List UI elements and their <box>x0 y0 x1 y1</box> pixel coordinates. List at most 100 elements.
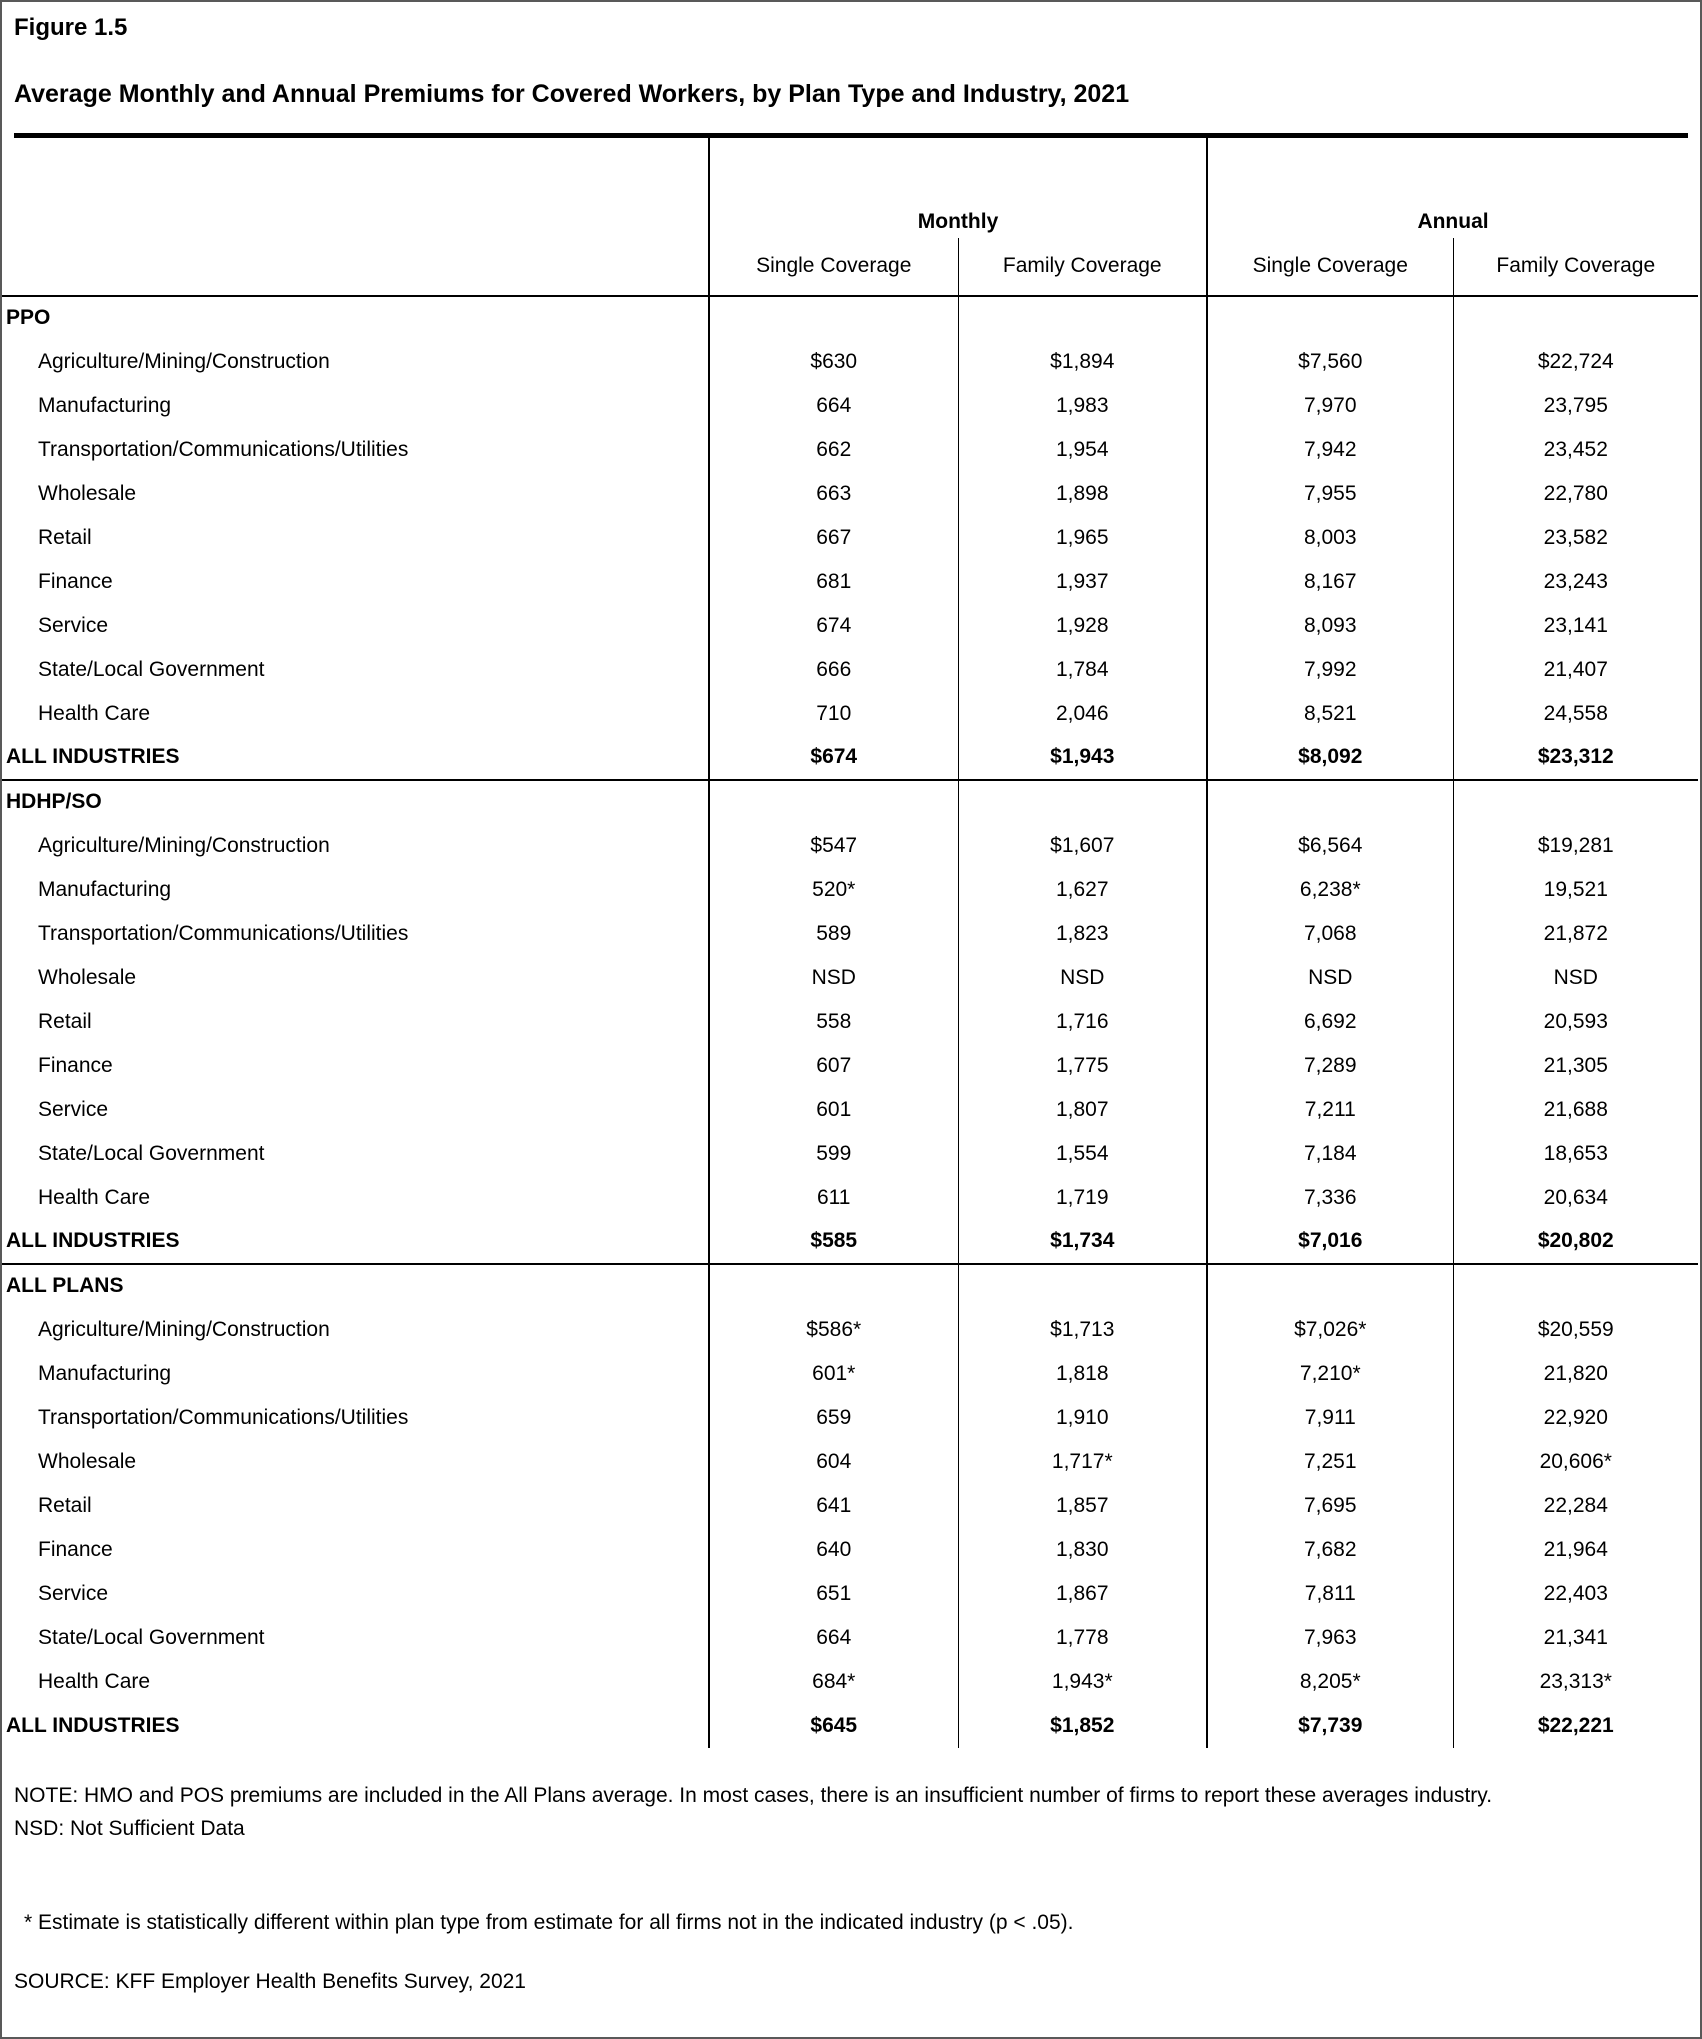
cell-value: 1,983 <box>957 383 1208 428</box>
cell-value: 662 <box>708 427 958 472</box>
cell-value: 20,606* <box>1452 1439 1699 1484</box>
subheader-annual-single: Single Coverage <box>1206 237 1454 297</box>
all-industries-row: ALL INDUSTRIES $674 $1,943 $8,092 $23,312 <box>2 735 1699 780</box>
nsd-note: NSD: Not Sufficient Data <box>14 1817 245 1841</box>
cell-value: 1,554 <box>957 1131 1208 1176</box>
row-label: State/Local Government <box>38 1141 265 1165</box>
cell-value: 7,211 <box>1206 1087 1454 1132</box>
cell-value: 7,955 <box>1206 471 1454 516</box>
cell-value: 589 <box>708 911 958 956</box>
empty-cell <box>1206 295 1454 340</box>
cell-value: 681 <box>708 559 958 604</box>
row-label: Retail <box>38 1493 92 1517</box>
subheader-monthly-family: Family Coverage <box>957 237 1208 297</box>
row-label: Health Care <box>38 701 151 725</box>
cell-value: $7,016 <box>1206 1219 1454 1264</box>
cell-value: 21,305 <box>1452 1043 1699 1088</box>
row-label: Retail <box>38 1009 92 1033</box>
premiums-table: Monthly Annual Single Coverage Family Co… <box>2 137 1699 1748</box>
cell-value: $1,713 <box>957 1307 1208 1352</box>
table-body: PPO Agriculture/Mining/Construction $630 $1… <box>2 295 1699 1748</box>
cell-value: 641 <box>708 1483 958 1528</box>
cell-value: $8,092 <box>1206 735 1454 780</box>
cell-value: 667 <box>708 515 958 560</box>
section-name: PPO <box>6 306 51 330</box>
note-text: NOTE: HMO and POS premiums are included … <box>14 1783 1493 1807</box>
row-label: Finance <box>38 1537 113 1561</box>
empty-cell <box>957 778 1208 824</box>
industry-row: Agriculture/Mining/Construction $547 $1,60… <box>2 823 1699 868</box>
empty-cell <box>1452 295 1699 340</box>
industry-row: Service 674 1,928 8,093 23,141 <box>2 603 1699 648</box>
row-label: Service <box>38 1581 109 1605</box>
row-label: Transportation/Communications/Utilities <box>38 1405 409 1429</box>
industry-row: Retail 667 1,965 8,003 23,582 <box>2 515 1699 560</box>
cell-value: 23,141 <box>1452 603 1699 648</box>
industry-row: Agriculture/Mining/Construction $586* $1,7… <box>2 1307 1699 1352</box>
empty-cell <box>1452 1262 1699 1308</box>
all-industries-row: ALL INDUSTRIES $585 $1,734 $7,016 $20,802 <box>2 1219 1699 1264</box>
industry-row: Manufacturing 520* 1,627 6,238* 19,521 <box>2 867 1699 912</box>
cell-value: 1,823 <box>957 911 1208 956</box>
cell-value: 7,963 <box>1206 1615 1454 1660</box>
industry-row: Health Care 710 2,046 8,521 24,558 <box>2 691 1699 736</box>
subheader-monthly-single: Single Coverage <box>708 237 958 297</box>
cell-value: 664 <box>708 383 958 428</box>
cell-value: 651 <box>708 1571 958 1616</box>
cell-value: $1,943 <box>957 735 1208 780</box>
industry-row: Service 601 1,807 7,211 21,688 <box>2 1087 1699 1132</box>
cell-value: 7,289 <box>1206 1043 1454 1088</box>
column-group-annual: Annual <box>1206 137 1699 238</box>
cell-value: 1,775 <box>957 1043 1208 1088</box>
figure-header: Figure 1.5 Average Monthly and Annual Pr… <box>2 2 1700 138</box>
cell-value: 21,341 <box>1452 1615 1699 1660</box>
cell-value: NSD <box>1206 955 1454 1000</box>
cell-value: 6,692 <box>1206 999 1454 1044</box>
all-industries-row: ALL INDUSTRIES $645 $1,852 $7,739 $22,221 <box>2 1703 1699 1748</box>
cell-value: 611 <box>708 1175 958 1220</box>
figure-label: Figure 1.5 <box>14 14 128 41</box>
row-label: ALL INDUSTRIES <box>6 1713 180 1737</box>
cell-value: 7,210* <box>1206 1351 1454 1396</box>
cell-value: 1,627 <box>957 867 1208 912</box>
cell-value: 24,558 <box>1452 691 1699 736</box>
cell-value: 2,046 <box>957 691 1208 736</box>
cell-value: 7,251 <box>1206 1439 1454 1484</box>
row-label: Wholesale <box>38 481 137 505</box>
cell-value: 1,778 <box>957 1615 1208 1660</box>
corner-cell <box>2 138 709 238</box>
cell-value: 22,403 <box>1452 1571 1699 1616</box>
industry-row: Manufacturing 601* 1,818 7,210* 21,820 <box>2 1351 1699 1396</box>
plan-type-section-row: ALL PLANS <box>2 1262 1699 1308</box>
cell-value: 8,093 <box>1206 603 1454 648</box>
cell-value: 1,717* <box>957 1439 1208 1484</box>
cell-value: 8,521 <box>1206 691 1454 736</box>
cell-value: NSD <box>957 955 1208 1000</box>
industry-row: Manufacturing 664 1,983 7,970 23,795 <box>2 383 1699 428</box>
cell-value: 1,965 <box>957 515 1208 560</box>
cell-value: 1,867 <box>957 1571 1208 1616</box>
cell-value: 21,964 <box>1452 1527 1699 1572</box>
cell-value: 558 <box>708 999 958 1044</box>
row-label: Manufacturing <box>38 393 172 417</box>
title-divider-rule <box>14 132 1688 138</box>
cell-value: 1,857 <box>957 1483 1208 1528</box>
row-label: ALL INDUSTRIES <box>6 745 180 769</box>
cell-value: 7,970 <box>1206 383 1454 428</box>
cell-value: 23,313* <box>1452 1659 1699 1704</box>
cell-value: NSD <box>1452 955 1699 1000</box>
industry-row: Transportation/Communications/Utilities 5… <box>2 911 1699 956</box>
cell-value: 7,068 <box>1206 911 1454 956</box>
cell-value: 601* <box>708 1351 958 1396</box>
cell-value: 1,943* <box>957 1659 1208 1704</box>
empty-cell <box>957 295 1208 340</box>
row-label: Finance <box>38 1053 113 1077</box>
cell-value: $7,739 <box>1206 1703 1454 1748</box>
empty-cell <box>1206 778 1454 824</box>
industry-row: Wholesale 663 1,898 7,955 22,780 <box>2 471 1699 516</box>
cell-value: 607 <box>708 1043 958 1088</box>
cell-value: 18,653 <box>1452 1131 1699 1176</box>
cell-value: 666 <box>708 647 958 692</box>
cell-value: 599 <box>708 1131 958 1176</box>
